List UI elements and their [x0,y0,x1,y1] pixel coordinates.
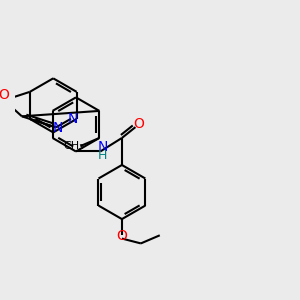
Text: N: N [52,121,63,135]
Text: H: H [98,149,107,162]
Text: O: O [116,230,127,243]
Text: N: N [67,112,77,126]
Text: O: O [133,117,144,131]
Text: O: O [0,88,10,102]
Text: CH₃: CH₃ [64,141,84,151]
Text: N: N [97,140,108,154]
